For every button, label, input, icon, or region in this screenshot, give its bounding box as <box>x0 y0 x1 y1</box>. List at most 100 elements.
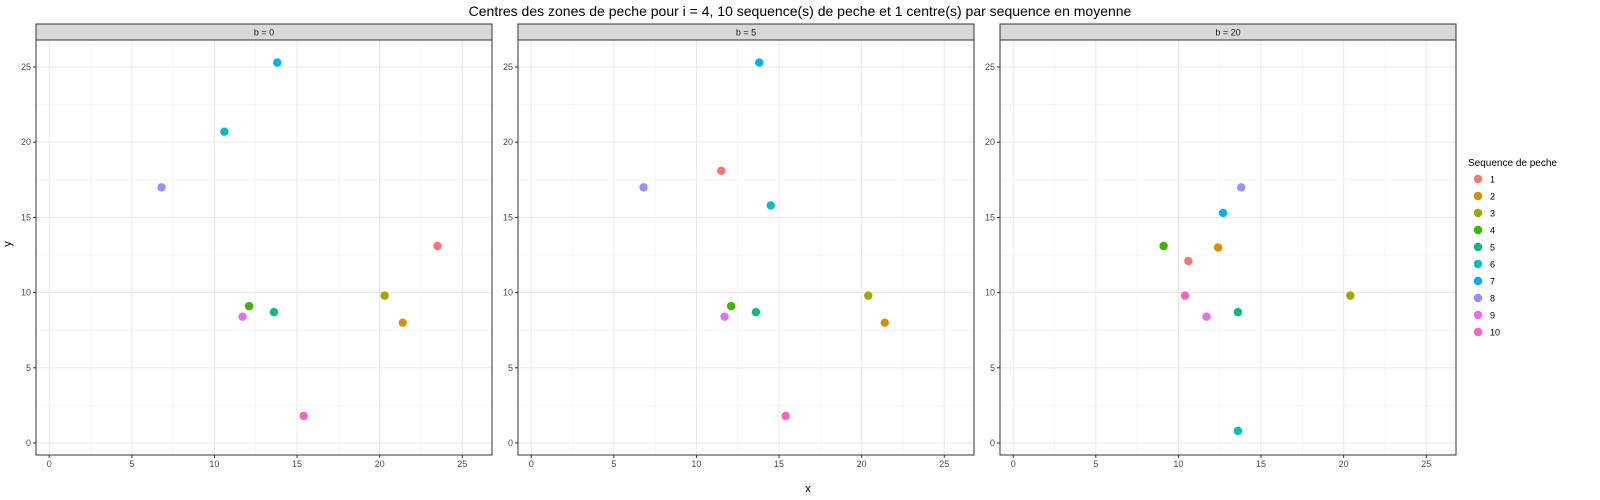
legend-label-1: 1 <box>1490 175 1495 185</box>
data-point-seq-5 <box>1233 307 1243 317</box>
legend-title: Sequence de peche <box>1468 158 1557 169</box>
panel-border <box>517 39 975 456</box>
legend-label-4: 4 <box>1490 226 1495 236</box>
data-point-seq-8 <box>639 183 648 192</box>
data-point-seq-8 <box>1237 183 1246 192</box>
plot-background <box>518 40 974 455</box>
data-point-seq-4 <box>726 301 736 311</box>
data-point-seq-3 <box>380 291 389 300</box>
data-point-seq-5 <box>751 307 761 317</box>
panel-border <box>35 39 493 456</box>
x-tick-label: 25 <box>939 459 949 469</box>
y-tick-label: 10 <box>985 288 995 298</box>
x-tick-label: 5 <box>611 459 616 469</box>
y-tick-label: 0 <box>508 438 513 448</box>
y-tick-label: 20 <box>503 137 513 147</box>
legend-key-6 <box>1473 259 1483 269</box>
x-tick-label: 15 <box>1256 459 1266 469</box>
legend-key-5 <box>1473 242 1483 252</box>
facet-strip-label: b = 20 <box>1215 28 1240 38</box>
data-point-seq-3 <box>864 291 873 300</box>
facet-panels: b = 0 0 5 10 15 20 25 0 5 10 15 20 25 b = 5 0 5 10 15 20 25… <box>21 23 1457 469</box>
x-tick-label: 0 <box>47 459 52 469</box>
facet-panel: b = 5 0 5 10 15 20 25 0 5 10 15 20 25 <box>503 23 975 469</box>
x-tick-label: 25 <box>457 459 467 469</box>
data-point-seq-4 <box>244 301 254 311</box>
y-tick-label: 15 <box>985 212 995 222</box>
x-tick-label: 15 <box>292 459 302 469</box>
x-tick-label: 5 <box>1093 459 1098 469</box>
legend-key-4 <box>1473 225 1483 235</box>
x-tick-label: 0 <box>529 459 534 469</box>
chart-title: Centres des zones de peche pour i = 4, 1… <box>469 3 1132 19</box>
legend-key-3 <box>1473 208 1483 218</box>
data-point-seq-9 <box>720 312 729 321</box>
y-tick-label: 25 <box>985 62 995 72</box>
data-point-seq-2 <box>880 318 889 327</box>
legend-label-2: 2 <box>1490 192 1495 202</box>
y-tick-label: 0 <box>990 438 995 448</box>
data-point-seq-3 <box>1346 291 1355 300</box>
y-axis-label: y <box>2 241 14 247</box>
y-tick-label: 10 <box>21 288 31 298</box>
x-tick-label: 10 <box>1173 459 1183 469</box>
legend-label-5: 5 <box>1490 243 1495 253</box>
legend-label-7: 7 <box>1490 277 1495 287</box>
legend-key-9 <box>1473 310 1483 320</box>
legend-items: 1 2 3 4 5 6 7 8 9 10 <box>1473 174 1500 338</box>
data-point-seq-9 <box>1202 312 1211 321</box>
x-tick-label: 10 <box>209 459 219 469</box>
data-point-seq-7 <box>273 58 282 67</box>
facet-panel: b = 0 0 5 10 15 20 25 0 5 10 15 20 25 <box>21 23 493 469</box>
data-point-seq-9 <box>238 312 247 321</box>
data-point-seq-1 <box>1184 256 1193 266</box>
x-tick-label: 20 <box>857 459 867 469</box>
data-point-seq-1 <box>717 166 726 176</box>
data-point-seq-7 <box>755 58 764 67</box>
x-tick-label: 5 <box>129 459 134 469</box>
legend-label-3: 3 <box>1490 209 1495 219</box>
x-tick-label: 25 <box>1421 459 1431 469</box>
x-tick-label: 0 <box>1011 459 1016 469</box>
data-point-seq-1 <box>433 241 442 251</box>
data-point-seq-10 <box>299 411 308 421</box>
y-tick-label: 10 <box>503 288 513 298</box>
x-tick-label: 20 <box>375 459 385 469</box>
y-tick-label: 15 <box>503 212 513 222</box>
legend-label-10: 10 <box>1490 328 1500 338</box>
y-tick-label: 25 <box>21 62 31 72</box>
data-point-seq-4 <box>1159 241 1168 251</box>
y-tick-label: 15 <box>21 212 31 222</box>
data-point-seq-2 <box>1213 243 1223 252</box>
plot-background <box>36 40 492 455</box>
panel-border <box>999 39 1457 456</box>
facet-panel: b = 20 0 5 10 15 20 25 0 5 10 15 20 25 <box>985 23 1457 469</box>
y-tick-label: 5 <box>990 363 995 373</box>
x-tick-label: 10 <box>691 459 701 469</box>
facet-strip-label: b = 0 <box>254 28 274 38</box>
legend-label-6: 6 <box>1490 260 1495 270</box>
y-tick-label: 0 <box>26 438 31 448</box>
legend-key-1 <box>1473 174 1483 184</box>
legend-label-9: 9 <box>1490 311 1495 321</box>
data-point-seq-2 <box>398 318 407 327</box>
data-point-seq-7 <box>1218 208 1228 218</box>
x-axis-label: x <box>805 483 811 495</box>
data-point-seq-5 <box>269 307 279 317</box>
plot-background <box>1000 40 1456 455</box>
y-tick-label: 5 <box>508 363 513 373</box>
y-tick-label: 5 <box>26 363 31 373</box>
y-tick-label: 25 <box>503 62 513 72</box>
facet-strip-label: b = 5 <box>736 28 756 38</box>
data-point-seq-6 <box>766 201 775 210</box>
data-point-seq-6 <box>220 127 229 136</box>
legend-key-2 <box>1473 191 1483 201</box>
legend-key-8 <box>1473 293 1483 303</box>
legend-key-7 <box>1473 276 1483 286</box>
data-point-seq-10 <box>1180 291 1190 300</box>
x-tick-label: 15 <box>774 459 784 469</box>
data-point-seq-8 <box>157 183 166 192</box>
legend-key-10 <box>1473 327 1483 337</box>
data-point-seq-10 <box>781 411 790 421</box>
